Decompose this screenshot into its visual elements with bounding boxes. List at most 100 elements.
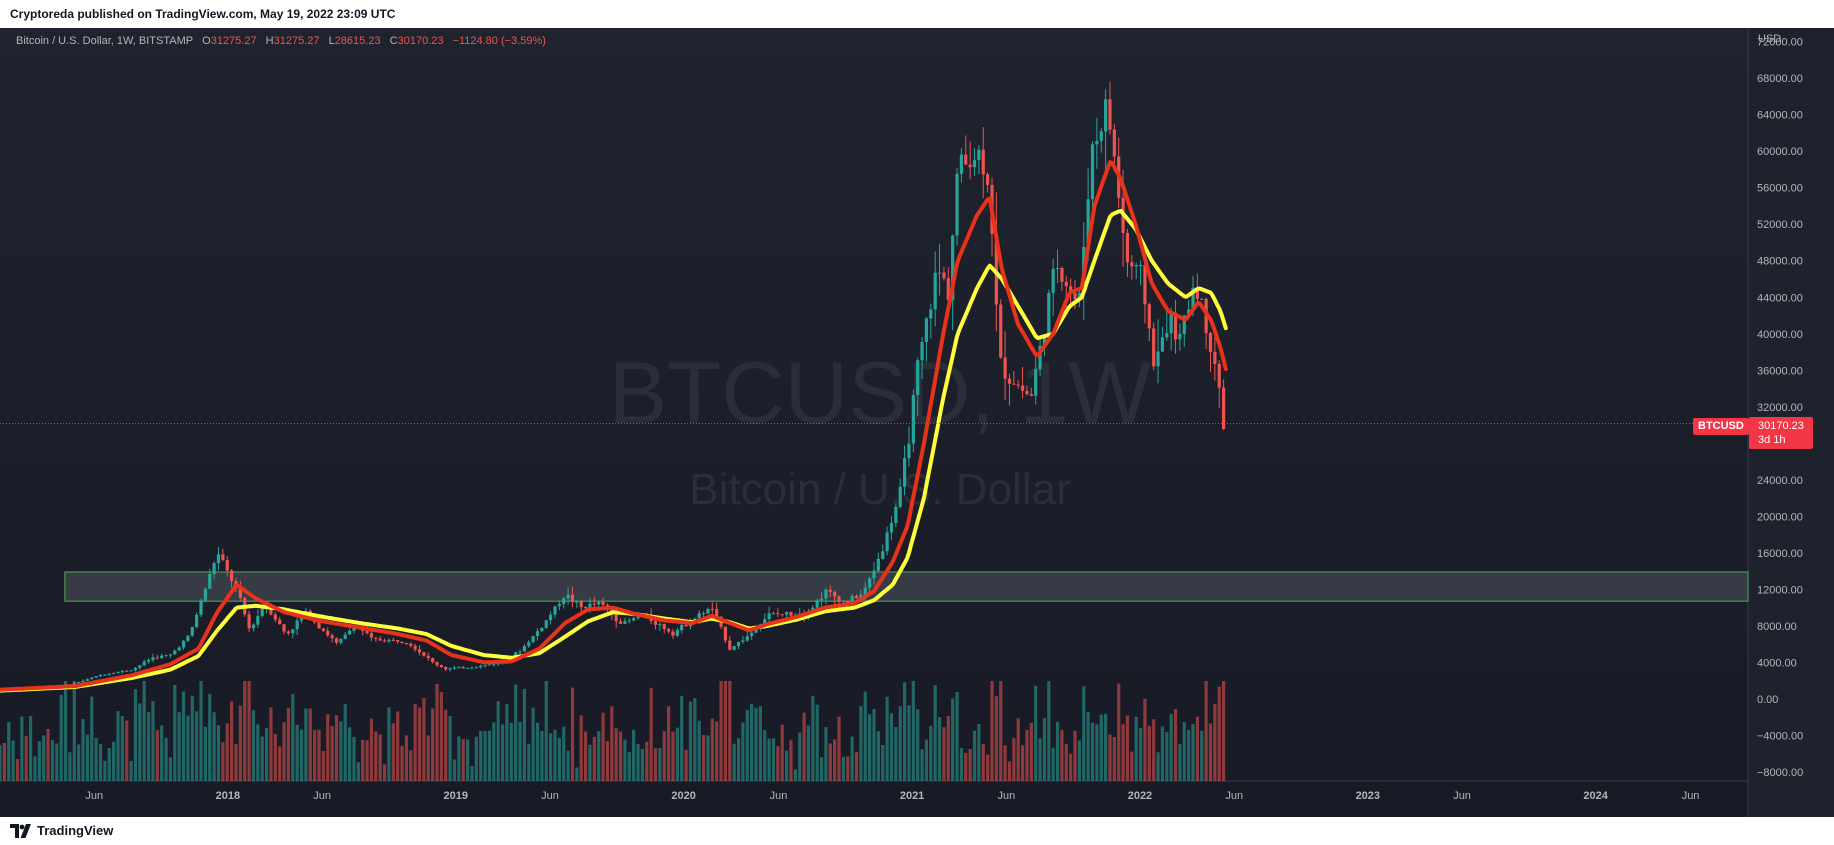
candle-body: [483, 664, 487, 666]
candle-body: [317, 622, 321, 629]
volume-bar: [326, 714, 330, 781]
legend-low: 28615.23: [334, 35, 381, 47]
candle-body: [269, 606, 273, 615]
volume-bar: [195, 711, 199, 781]
candle-body: [1156, 351, 1160, 367]
volume-bar: [518, 721, 522, 781]
candle-body: [1200, 298, 1204, 300]
candle-body: [1060, 267, 1064, 282]
volume-bar: [90, 696, 94, 781]
volume-bar: [540, 730, 544, 781]
volume-bar: [758, 706, 762, 781]
candle-body: [697, 613, 701, 619]
volume-bar: [72, 681, 76, 781]
candle-body: [369, 633, 374, 638]
candle-body: [789, 611, 793, 616]
volume-bar: [933, 685, 937, 781]
volume-bar: [282, 722, 286, 781]
volume-bar: [68, 752, 72, 781]
candle-body: [715, 609, 719, 617]
candle-body: [1208, 333, 1213, 352]
volume-bar: [898, 706, 902, 781]
volume-bar: [46, 729, 50, 781]
volume-bar: [854, 751, 859, 781]
candle-body: [588, 603, 592, 608]
volume-bar: [1125, 715, 1130, 781]
candle-body: [750, 632, 754, 637]
legend-high: 31275.27: [273, 35, 320, 47]
volume-bar: [273, 734, 277, 781]
candle-body: [868, 578, 872, 588]
candle-body: [1047, 293, 1051, 338]
volume-bar: [719, 681, 723, 781]
volume-bar: [588, 744, 592, 781]
candle-body: [273, 614, 277, 620]
volume-bar: [566, 750, 570, 781]
chart-panel[interactable]: BTCUSD, 1W Bitcoin / U.S. Dollar 72000.0…: [0, 28, 1834, 817]
volume-bar: [24, 735, 28, 781]
volume-bar: [684, 749, 688, 781]
candle-body: [1077, 292, 1081, 300]
candle-body: [181, 640, 186, 648]
volume-bar: [1165, 731, 1169, 781]
volume-bar: [697, 720, 701, 781]
candle-body: [745, 636, 749, 641]
volume-bar: [313, 729, 317, 781]
volume-bar: [1007, 761, 1012, 781]
y-tick-label: 0.00: [1757, 694, 1778, 706]
x-tick-label: Jun: [313, 790, 331, 802]
volume-bar: [815, 704, 819, 781]
candle-body: [767, 613, 771, 620]
candle-body: [632, 618, 636, 621]
price-chart[interactable]: BTCUSD, 1W Bitcoin / U.S. Dollar 72000.0…: [0, 28, 1834, 817]
volume-bar: [496, 701, 500, 781]
volume-bar: [632, 729, 636, 781]
volume-bar: [811, 695, 815, 781]
tradingview-logo[interactable]: TradingView: [10, 817, 113, 845]
volume-bar: [330, 726, 334, 781]
volume-bar: [771, 738, 776, 781]
volume-bar: [234, 744, 238, 781]
candle-body: [400, 641, 404, 644]
candle-body: [566, 594, 570, 599]
volume-bar: [1138, 727, 1143, 781]
volume-bar: [1121, 724, 1125, 781]
candle-body: [348, 630, 352, 635]
y-tick-label: −4000.00: [1757, 730, 1803, 742]
candle-body: [854, 595, 859, 599]
candle-body: [146, 659, 151, 662]
volume-bar: [112, 741, 116, 781]
volume-bar: [916, 709, 920, 781]
volume-bar: [422, 697, 426, 781]
legend-symbol: Bitcoin / U.S. Dollar, 1W, BITSTAMP: [16, 35, 194, 47]
volume-bar: [850, 736, 854, 781]
candle-body: [937, 272, 942, 274]
support-zone[interactable]: [64, 571, 1749, 602]
volume-bar: [1217, 686, 1221, 781]
x-tick-label: 2022: [1128, 790, 1152, 802]
volume-bar: [94, 737, 98, 781]
volume-bar: [1073, 730, 1077, 781]
candle-body: [247, 614, 251, 629]
candle-body: [492, 664, 496, 666]
candle-body: [81, 680, 85, 683]
volume-bar: [868, 714, 872, 781]
y-tick-label: 72000.00: [1757, 37, 1803, 49]
candle-body: [771, 613, 776, 615]
volume-bar: [667, 706, 671, 781]
y-tick-label: 48000.00: [1757, 256, 1803, 268]
candle-body: [597, 601, 601, 605]
volume-bar: [1060, 729, 1064, 781]
volume-bar: [212, 712, 216, 781]
candle-body: [98, 675, 103, 677]
volume-bar: [339, 721, 343, 781]
candle-body: [728, 640, 732, 650]
volume-bar: [671, 731, 675, 781]
candle-body: [780, 614, 784, 616]
candle-body: [417, 649, 422, 653]
volume-bar: [732, 743, 736, 781]
volume-bar: [160, 725, 164, 781]
volume-bar: [955, 692, 959, 781]
volume-bar: [623, 739, 627, 781]
ema-fast-line: [0, 160, 1228, 692]
